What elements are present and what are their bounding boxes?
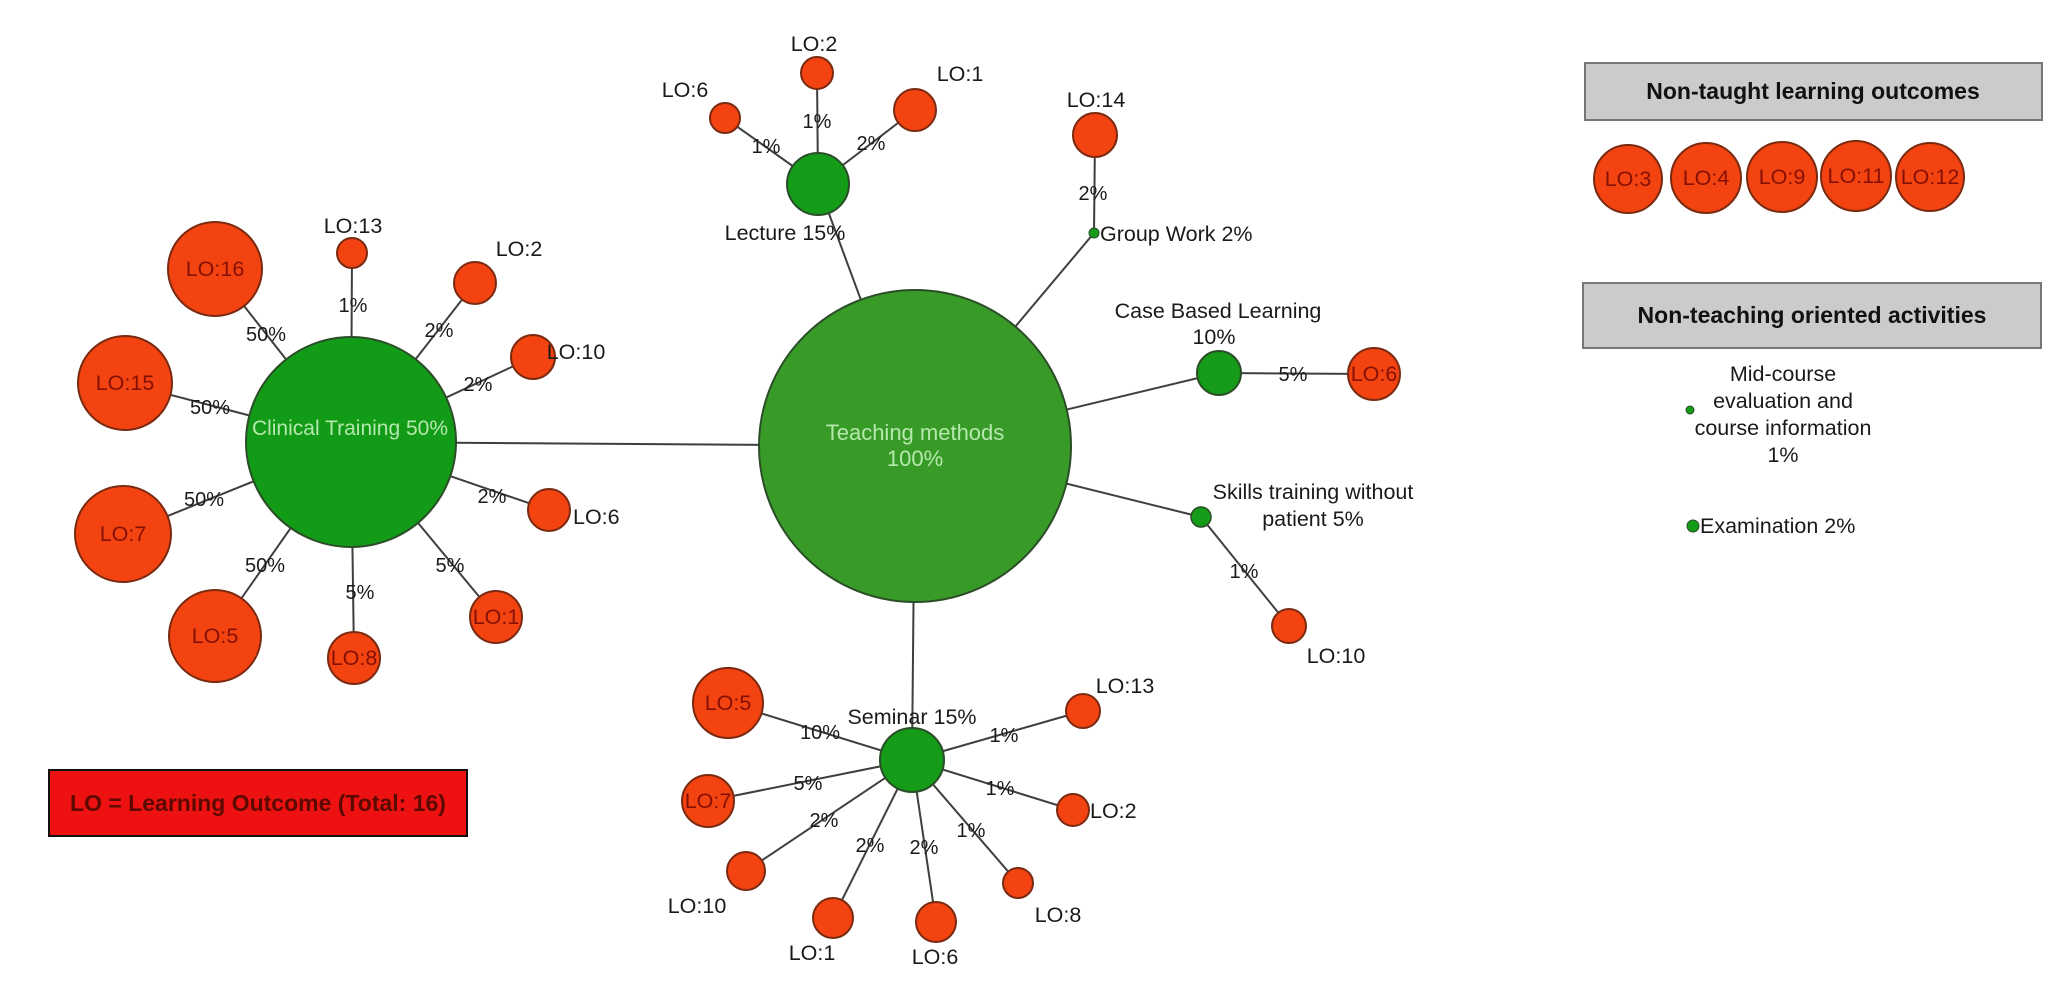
svg-text:LO:13: LO:13: [1096, 674, 1155, 698]
svg-text:LO:4: LO:4: [1683, 166, 1730, 190]
svg-text:LO:5: LO:5: [192, 624, 239, 648]
svg-text:LO:7: LO:7: [100, 522, 147, 546]
svg-text:5%: 5%: [1279, 364, 1308, 386]
svg-text:2%: 2%: [425, 320, 454, 342]
svg-text:LO:2: LO:2: [496, 237, 543, 261]
svg-text:50%: 50%: [246, 324, 286, 346]
svg-text:1%: 1%: [1767, 443, 1798, 467]
svg-text:LO:6: LO:6: [573, 505, 620, 529]
svg-text:LO:14: LO:14: [1067, 88, 1126, 112]
svg-text:LO:5: LO:5: [705, 691, 752, 715]
svg-text:LO:3: LO:3: [1605, 167, 1652, 191]
svg-text:2%: 2%: [856, 835, 885, 857]
svg-text:LO:6: LO:6: [662, 78, 709, 102]
svg-text:1%: 1%: [1230, 561, 1259, 583]
svg-text:LO:10: LO:10: [668, 894, 727, 918]
svg-text:Teaching methods: Teaching methods: [826, 420, 1005, 445]
svg-text:2%: 2%: [857, 133, 886, 155]
svg-text:Non-teaching oriented activiti: Non-teaching oriented activities: [1638, 302, 1987, 328]
svg-text:LO:16: LO:16: [186, 257, 245, 281]
svg-text:LO:2: LO:2: [791, 32, 838, 56]
svg-text:LO:2: LO:2: [1090, 799, 1137, 823]
svg-text:LO:10: LO:10: [1307, 644, 1366, 668]
svg-text:Seminar 15%: Seminar 15%: [847, 705, 976, 729]
svg-text:Mid-course: Mid-course: [1730, 362, 1836, 386]
svg-text:5%: 5%: [794, 773, 823, 795]
svg-text:2%: 2%: [478, 486, 507, 508]
svg-text:LO:8: LO:8: [1035, 903, 1082, 927]
svg-text:50%: 50%: [184, 489, 224, 511]
svg-text:LO:12: LO:12: [1901, 165, 1960, 189]
svg-text:LO:1: LO:1: [937, 62, 984, 86]
svg-text:10%: 10%: [1192, 325, 1235, 349]
svg-text:50%: 50%: [245, 555, 285, 577]
svg-text:1%: 1%: [752, 136, 781, 158]
svg-text:LO:1: LO:1: [789, 941, 836, 965]
svg-text:LO:8: LO:8: [331, 646, 378, 670]
svg-text:patient 5%: patient 5%: [1262, 507, 1364, 531]
svg-text:Skills training without: Skills training without: [1213, 480, 1414, 504]
svg-text:LO:9: LO:9: [1759, 165, 1806, 189]
svg-text:Case Based Learning: Case Based Learning: [1115, 299, 1322, 323]
svg-text:100%: 100%: [887, 446, 943, 471]
svg-text:LO:11: LO:11: [1828, 164, 1885, 188]
svg-text:course information: course information: [1695, 416, 1872, 440]
svg-text:Examination 2%: Examination 2%: [1700, 514, 1855, 538]
svg-text:1%: 1%: [339, 295, 368, 317]
svg-text:LO:15: LO:15: [96, 371, 155, 395]
svg-text:LO:6: LO:6: [912, 945, 959, 969]
svg-text:LO:10: LO:10: [547, 340, 606, 364]
svg-text:2%: 2%: [1079, 183, 1108, 205]
svg-text:LO:6: LO:6: [1351, 362, 1398, 386]
svg-text:evaluation and: evaluation and: [1713, 389, 1853, 413]
svg-text:2%: 2%: [810, 810, 839, 832]
svg-text:2%: 2%: [464, 374, 493, 396]
svg-text:LO:1: LO:1: [473, 605, 520, 629]
svg-text:1%: 1%: [957, 820, 986, 842]
svg-text:Clinical Training 50%: Clinical Training 50%: [252, 417, 448, 440]
svg-text:2%: 2%: [910, 837, 939, 859]
svg-text:50%: 50%: [190, 397, 230, 419]
svg-text:5%: 5%: [346, 582, 375, 604]
svg-text:Non-taught learning outcomes: Non-taught learning outcomes: [1646, 78, 1980, 104]
svg-text:LO:13: LO:13: [324, 214, 383, 238]
svg-text:5%: 5%: [436, 555, 465, 577]
svg-text:LO = Learning Outcome (Total:: LO = Learning Outcome (Total: 16): [70, 790, 446, 816]
svg-text:Group Work 2%: Group Work 2%: [1100, 222, 1253, 246]
svg-text:1%: 1%: [990, 725, 1019, 747]
svg-text:10%: 10%: [800, 722, 840, 744]
svg-text:Lecture 15%: Lecture 15%: [725, 221, 846, 245]
svg-text:1%: 1%: [986, 778, 1015, 800]
svg-text:LO:7: LO:7: [685, 789, 732, 813]
svg-text:1%: 1%: [803, 111, 832, 133]
